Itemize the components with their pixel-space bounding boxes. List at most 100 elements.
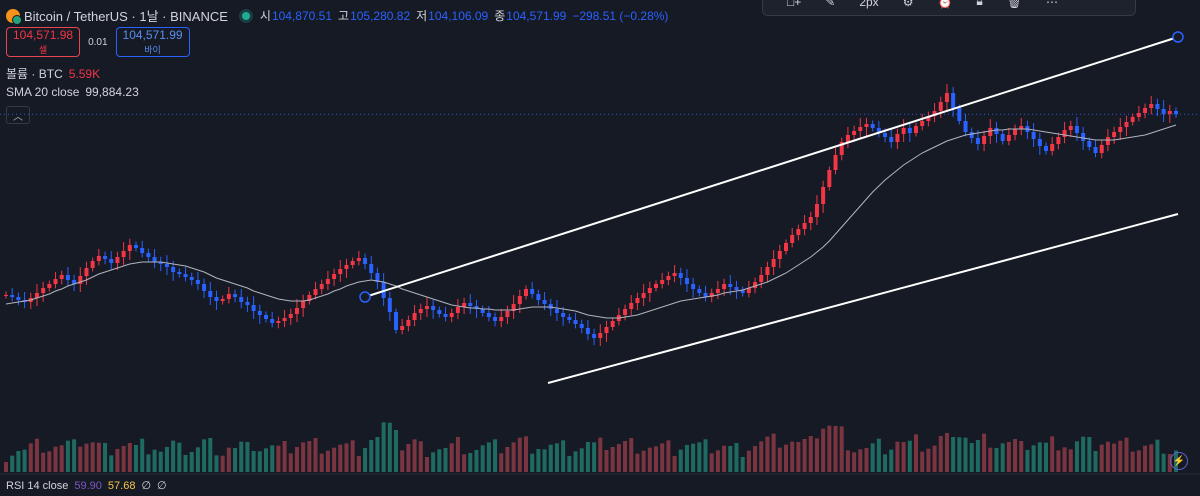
volume-bar: [1143, 445, 1148, 472]
volume-bar: [400, 450, 405, 472]
candle-body: [790, 235, 795, 243]
buy-button[interactable]: 104,571.99 바이: [115, 27, 190, 57]
volume-bar: [127, 443, 132, 472]
candle-body: [554, 309, 559, 313]
candle-body: [951, 93, 956, 108]
line-width-button[interactable]: 2px: [859, 0, 879, 9]
candle-body: [988, 128, 993, 136]
add-tool-button[interactable]: □+: [787, 0, 802, 9]
volume-bar: [542, 449, 547, 472]
candle-body: [53, 279, 58, 284]
candle-body: [938, 102, 943, 111]
volume-bar: [1099, 444, 1104, 472]
candle-body: [245, 302, 250, 305]
volume-bar: [288, 453, 293, 472]
sma-legend[interactable]: SMA 20 close 99,884.23: [6, 85, 139, 99]
volume-bar: [994, 448, 999, 472]
trash-icon[interactable]: 🗑︎: [1006, 0, 1023, 9]
volume-bar: [59, 445, 64, 472]
candle-body: [920, 121, 925, 126]
volume-bar: [796, 442, 801, 472]
volume-bar: [22, 449, 27, 472]
lock-icon[interactable]: 🔒︎: [976, 0, 983, 8]
volume-bar: [431, 452, 436, 472]
alert-add-icon[interactable]: ⏰: [937, 0, 953, 9]
volume-bar: [177, 442, 182, 472]
candle-body: [276, 321, 281, 323]
volume-bar: [988, 447, 993, 472]
candle-body: [814, 204, 819, 217]
candle-body: [734, 287, 739, 290]
trendline-handle-end: [1172, 31, 1184, 43]
volume-bar: [121, 446, 126, 472]
volume-bar: [654, 446, 658, 472]
volume-bar: [715, 450, 720, 472]
candle-body: [437, 310, 442, 314]
volume-bar: [96, 442, 101, 472]
candle-body: [233, 294, 238, 297]
candle-body: [573, 320, 578, 324]
volume-bar: [344, 443, 349, 472]
volume-bar: [1019, 441, 1024, 472]
volume-bar: [827, 425, 832, 472]
more-icon[interactable]: ⋯: [1046, 0, 1059, 9]
candle-body: [400, 326, 405, 330]
volume-bar: [214, 455, 219, 472]
candle-body: [691, 284, 696, 289]
volume-bar: [1130, 451, 1135, 472]
volume-bar: [814, 438, 819, 472]
volume-bar: [610, 447, 615, 472]
volume-bar: [530, 453, 535, 472]
candle-body: [480, 309, 485, 313]
volume-bar: [709, 453, 714, 472]
volume-bar: [1062, 447, 1067, 472]
volume-bar: [424, 457, 429, 472]
volume-bar: [152, 449, 157, 472]
candle-body: [530, 289, 535, 294]
volume-legend[interactable]: 볼륨 · BTC 5.59K: [6, 65, 100, 82]
volume-bar: [957, 437, 962, 472]
volume-bar: [1161, 453, 1166, 472]
volume-bar: [183, 455, 188, 472]
volume-bar: [777, 447, 782, 472]
candle-body: [325, 279, 330, 284]
buy-price: 104,571.99: [122, 28, 183, 42]
candle-body: [703, 293, 708, 297]
pen-icon[interactable]: ✎: [825, 0, 836, 9]
candle-body: [1087, 141, 1092, 147]
candle-body: [740, 290, 745, 293]
symbol-title[interactable]: Bitcoin / TetherUS · 1날 · BINANCE: [24, 9, 228, 24]
sell-label: 셀: [38, 45, 48, 55]
market-status-icon: [241, 11, 250, 20]
candle-body: [1081, 133, 1086, 141]
volume-bar: [505, 447, 510, 472]
volume-bar: [65, 440, 70, 472]
volume-bar: [307, 441, 312, 472]
volume-bar: [678, 449, 683, 472]
candle-body: [10, 295, 15, 297]
chevron-up-icon[interactable]: ︿: [6, 106, 30, 124]
volume-bar: [276, 445, 281, 472]
candle-body: [579, 324, 584, 328]
volume-bar: [41, 452, 46, 472]
volume-bar: [914, 434, 918, 472]
trendline-lower: [547, 213, 1179, 384]
candle-body: [183, 274, 188, 277]
candle-body: [1056, 137, 1061, 144]
rsi-legend[interactable]: RSI 14 close 59.90 57.68 ∅ ∅: [6, 479, 173, 493]
lightning-icon[interactable]: ⚡: [1170, 452, 1188, 470]
rsi-value: 59.90: [74, 479, 102, 492]
volume-bar: [784, 444, 788, 472]
sell-button[interactable]: 104,571.98 셀: [6, 27, 81, 57]
buy-label: 바이: [144, 45, 161, 55]
settings-icon[interactable]: ⚙: [902, 0, 914, 9]
candle-body: [883, 133, 888, 137]
candle-body: [152, 257, 157, 262]
volume-bar: [554, 443, 559, 472]
volume-bar: [78, 446, 83, 472]
candle-body: [158, 262, 163, 264]
candle-body: [678, 273, 683, 278]
volume-bar: [1118, 440, 1123, 472]
candle-body: [356, 258, 361, 261]
